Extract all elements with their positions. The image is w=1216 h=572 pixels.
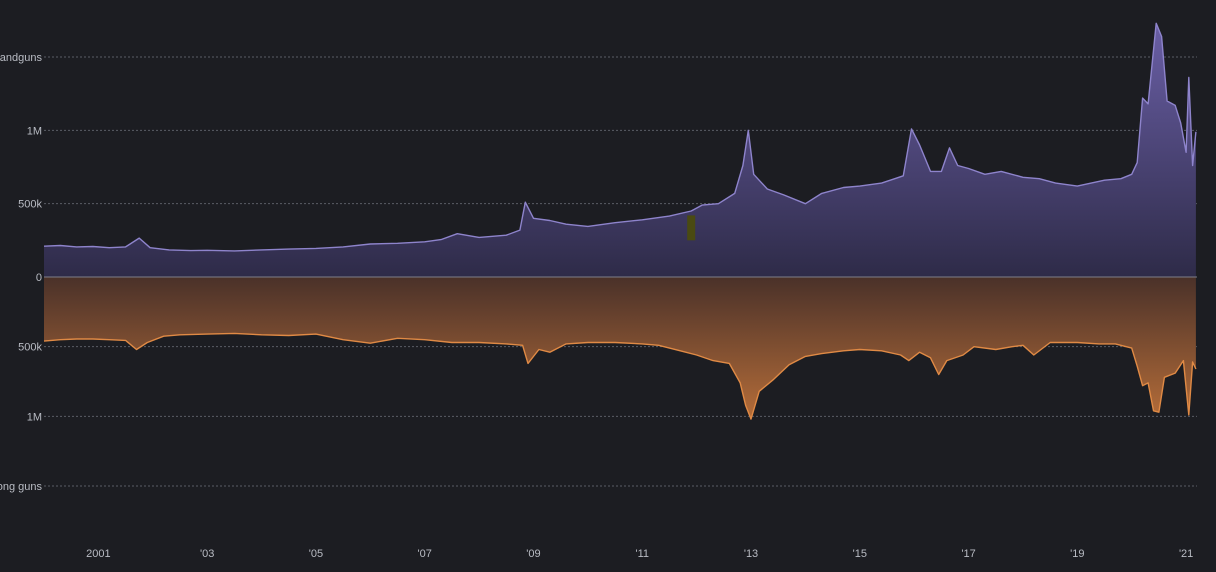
series-areas	[43, 22, 1197, 420]
x-tick-label: '13	[744, 548, 758, 560]
x-tick-label: '05	[309, 548, 323, 560]
x-tick-label: '15	[853, 548, 867, 560]
y-tick-label-upper: 1.5M handguns	[0, 52, 42, 64]
y-tick-label-lower: 1M	[27, 411, 42, 423]
axis-labels: 0 500k 1M 1.5M handguns 500k 1M 1.5M long guns…	[0, 52, 1193, 560]
x-tick-label: '09	[526, 548, 540, 560]
y-tick-label-lower: 1.5M long guns	[0, 481, 42, 493]
x-tick-label: '11	[635, 548, 649, 560]
y-tick-label-upper: 0	[36, 272, 42, 284]
event-marker	[687, 215, 696, 241]
x-tick-label: '03	[200, 548, 214, 560]
y-tick-label-upper: 1M	[27, 125, 42, 137]
handguns-line	[43, 22, 1197, 252]
handguns-area	[44, 23, 1196, 277]
y-tick-label-upper: 500k	[18, 199, 42, 211]
y-tick-label-lower: 500k	[18, 342, 42, 354]
x-tick-label: '19	[1070, 548, 1084, 560]
long_guns-line	[43, 332, 1197, 420]
x-tick-label: '17	[961, 548, 975, 560]
x-tick-label: 2001	[86, 548, 110, 560]
x-tick-label: '07	[418, 548, 432, 560]
long_guns-area	[44, 277, 1196, 420]
x-tick-label: '21	[1179, 548, 1193, 560]
